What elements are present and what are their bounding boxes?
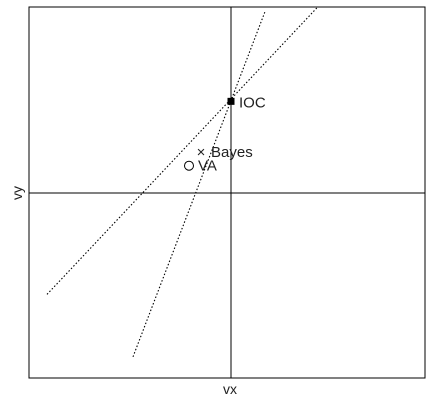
va-label: VA	[198, 158, 217, 175]
ioc-label: IOC	[239, 94, 266, 111]
bayes-marker: ×	[197, 144, 206, 161]
bayes-label: Bayes	[211, 144, 253, 161]
constraint-line-shallow	[46, 7, 318, 295]
x-axis-label: vx	[223, 381, 237, 394]
va-marker	[184, 160, 194, 171]
constraint-line-steep	[132, 11, 266, 357]
ioc-marker	[227, 97, 235, 105]
y-axis-label: vy	[9, 186, 25, 200]
